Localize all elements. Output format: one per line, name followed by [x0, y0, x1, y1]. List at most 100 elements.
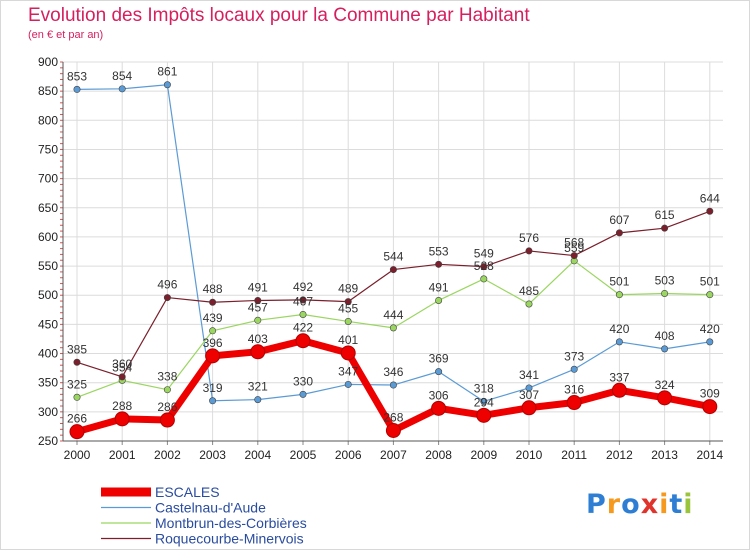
y-tick-label: 850	[38, 84, 58, 98]
x-tick-label: 2005	[290, 448, 317, 462]
data-label: 854	[112, 69, 132, 83]
data-point	[706, 338, 714, 346]
legend-label: ESCALES	[155, 484, 220, 500]
logo-letter: o	[621, 489, 641, 520]
legend-label: Roquecourbe-Minervois	[155, 531, 304, 547]
data-point	[570, 365, 578, 373]
chart-title: Evolution des Impôts locaux pour la Comm…	[28, 5, 530, 26]
data-label: 373	[564, 349, 584, 363]
data-point	[566, 395, 582, 411]
x-tick-label: 2002	[154, 448, 181, 462]
logo-letter: r	[606, 489, 622, 520]
data-point	[114, 411, 130, 427]
data-point	[118, 373, 126, 381]
data-label: 439	[203, 311, 223, 325]
data-label: 321	[248, 380, 268, 394]
data-label: 491	[248, 280, 268, 294]
data-point	[118, 85, 126, 93]
data-label: 420	[609, 322, 629, 336]
data-label: 853	[67, 69, 87, 83]
data-label: 347	[338, 364, 358, 378]
logo-letter: x	[640, 489, 660, 520]
data-label: 396	[203, 336, 223, 350]
y-tick-label: 500	[38, 288, 58, 302]
data-label: 501	[609, 275, 629, 289]
data-point	[476, 407, 492, 423]
data-point	[615, 229, 623, 237]
data-label: 607	[609, 213, 629, 227]
x-tick-label: 2013	[651, 448, 678, 462]
logo-letter: P	[586, 489, 607, 520]
y-tick-label: 600	[38, 230, 58, 244]
x-tick-label: 2004	[244, 448, 271, 462]
logo-letter: i	[683, 489, 694, 520]
x-tick-label: 2007	[380, 448, 407, 462]
data-point	[661, 289, 669, 297]
x-tick-label: 2011	[561, 448, 587, 462]
data-point	[299, 390, 307, 398]
data-label: 496	[157, 278, 177, 292]
data-point	[69, 424, 85, 440]
data-label: 309	[700, 387, 720, 401]
data-point	[209, 327, 217, 335]
data-point	[254, 316, 262, 324]
data-label: 553	[429, 244, 449, 258]
data-point	[209, 397, 217, 405]
x-tick-label: 2003	[199, 448, 226, 462]
legend-label: Montbrun-des-Corbières	[155, 515, 307, 531]
x-tick-label: 2009	[470, 448, 497, 462]
data-label: 324	[655, 378, 675, 392]
data-point	[254, 296, 262, 304]
data-point	[295, 333, 311, 349]
data-label: 485	[519, 284, 539, 298]
data-point	[344, 380, 352, 388]
data-point	[615, 338, 623, 346]
data-label: 316	[564, 383, 584, 397]
data-label: 422	[293, 321, 313, 335]
data-label: 354	[112, 360, 132, 374]
y-tick-label: 550	[38, 259, 58, 273]
data-label: 294	[474, 395, 494, 409]
data-point	[521, 400, 537, 416]
y-tick-label: 350	[38, 376, 58, 390]
data-point	[299, 296, 307, 304]
data-label: 319	[203, 381, 223, 395]
data-label: 457	[248, 300, 268, 314]
data-point	[344, 298, 352, 306]
data-point	[73, 358, 81, 366]
data-point	[299, 310, 307, 318]
data-label: 341	[519, 368, 539, 382]
data-label: 385	[67, 342, 87, 356]
data-point	[163, 386, 171, 394]
data-point	[340, 345, 356, 361]
y-tick-label: 650	[38, 201, 58, 215]
data-label: 346	[383, 365, 403, 379]
logo-letter: i	[659, 489, 670, 520]
y-tick-label: 750	[38, 142, 58, 156]
data-point	[73, 393, 81, 401]
data-label: 286	[157, 400, 177, 414]
data-point	[525, 247, 533, 255]
y-tick-label: 300	[38, 405, 58, 419]
data-label: 444	[383, 308, 403, 322]
x-tick-label: 2008	[425, 448, 452, 462]
data-label: 369	[429, 352, 449, 366]
data-point	[661, 345, 669, 353]
data-label: 288	[112, 399, 132, 413]
data-label: 401	[338, 333, 358, 347]
data-label: 455	[338, 301, 358, 315]
data-label: 330	[293, 374, 313, 388]
data-label: 467	[293, 294, 313, 308]
data-point	[706, 291, 714, 299]
legend-label: Castelnau-d'Aude	[155, 500, 266, 516]
data-point	[480, 263, 488, 271]
data-point	[525, 384, 533, 392]
data-point	[73, 85, 81, 93]
proxiti-logo: Proxiti	[586, 489, 694, 520]
data-label: 568	[564, 236, 584, 250]
data-label: 615	[655, 208, 675, 222]
data-point	[431, 400, 447, 416]
data-point	[525, 300, 533, 308]
